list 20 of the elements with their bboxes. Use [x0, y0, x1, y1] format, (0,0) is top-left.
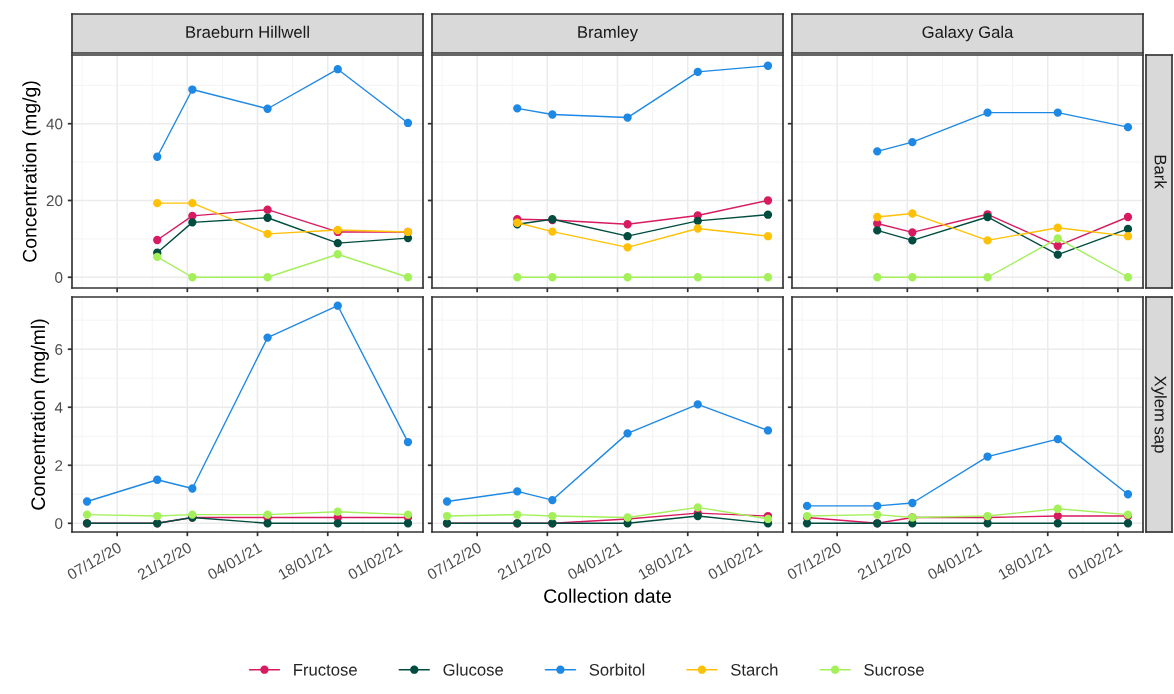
y-tick-label: 0: [55, 272, 63, 283]
y-tick-label: 20: [46, 195, 63, 207]
legend-label: Starch: [731, 663, 778, 676]
legend-label: Sucrose: [864, 663, 924, 676]
y2-axis-title: Bark: [1154, 155, 1167, 189]
y-tick-label: 4: [54, 402, 63, 413]
chart-title: Galaxy Gala: [922, 25, 1014, 42]
y-tick-label: 6: [55, 344, 63, 355]
y-tick-label: 0: [55, 518, 63, 529]
y-axis-title: Concentration (mg/ml): [30, 319, 49, 510]
legend-label: Sorbitol: [589, 663, 645, 676]
x-axis-title: Collection date: [544, 588, 671, 603]
y-axis-title: Concentration (mg/g): [22, 81, 41, 262]
legend-label: Glucose: [443, 663, 504, 676]
y-tick-label: 2: [55, 460, 63, 471]
legend-label: Fructose: [294, 664, 357, 676]
chart-title: Braeburn Hillwell: [186, 25, 309, 38]
chart-title: Bramley: [578, 25, 639, 42]
y2-axis-title: Xylem sap: [1151, 375, 1167, 453]
y-tick-label: 40: [46, 118, 63, 130]
